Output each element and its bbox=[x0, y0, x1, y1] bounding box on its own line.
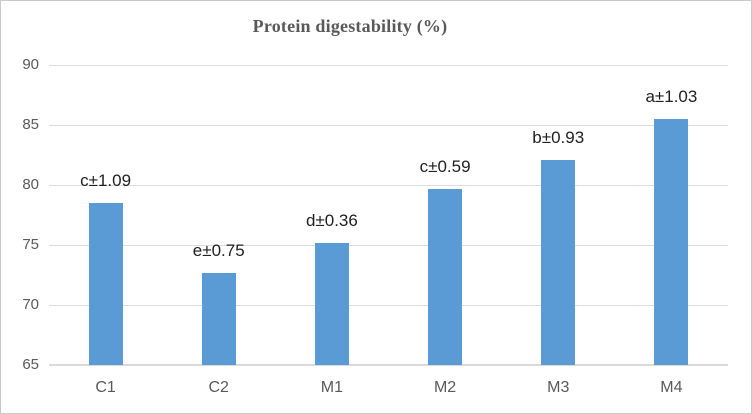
bar-group: e±0.75 bbox=[162, 65, 275, 365]
y-axis-tick-label: 65 bbox=[22, 356, 39, 373]
y-axis-tick-label: 75 bbox=[22, 236, 39, 253]
x-axis-category-label: C2 bbox=[208, 379, 229, 396]
gridline bbox=[49, 65, 728, 66]
bar-M1 bbox=[314, 242, 349, 365]
bar-value-label: a±1.03 bbox=[645, 87, 698, 106]
chart-title: Protein digestability (%) bbox=[252, 16, 448, 36]
bar-C2 bbox=[201, 272, 236, 365]
x-axis-category-label: M1 bbox=[320, 379, 344, 396]
bar-group: a±1.03 bbox=[615, 65, 728, 365]
x-axis-category-label: M3 bbox=[547, 379, 570, 396]
x-axis-category-label: M2 bbox=[433, 379, 457, 396]
bar-value-label: e±0.75 bbox=[192, 240, 245, 260]
gridline bbox=[49, 125, 728, 126]
bar-M3 bbox=[541, 159, 576, 365]
y-axis-tick-label: 85 bbox=[22, 116, 39, 133]
bar-M4 bbox=[654, 119, 689, 365]
bar-group: b±0.93 bbox=[502, 65, 615, 365]
bar-group: d±0.36 bbox=[275, 65, 388, 365]
bar-value-label: d±0.36 bbox=[305, 210, 358, 230]
x-axis-line bbox=[49, 364, 728, 366]
plot-area: c±1.09 e±0.75 d±0.36 c±0.59 b±0.93 a±1.03 bbox=[49, 65, 728, 366]
y-axis-tick-label: 70 bbox=[22, 296, 39, 313]
x-axis-category-label: C1 bbox=[95, 379, 116, 396]
gridline bbox=[49, 245, 728, 246]
bar-group: c±0.59 bbox=[389, 65, 502, 365]
gridline bbox=[49, 305, 728, 306]
bar-value-label: c±0.59 bbox=[419, 156, 471, 176]
bar-value-label: b±0.93 bbox=[532, 127, 585, 147]
bar-C1 bbox=[88, 203, 123, 365]
x-axis-category-label: M4 bbox=[660, 379, 683, 396]
y-axis-tick-label: 80 bbox=[22, 176, 39, 193]
gridline bbox=[49, 185, 728, 186]
bar-M2 bbox=[428, 188, 463, 365]
y-axis-tick-label: 90 bbox=[22, 56, 39, 73]
bar-value-label: c±1.09 bbox=[80, 171, 132, 190]
bar-group: c±1.09 bbox=[49, 65, 162, 365]
